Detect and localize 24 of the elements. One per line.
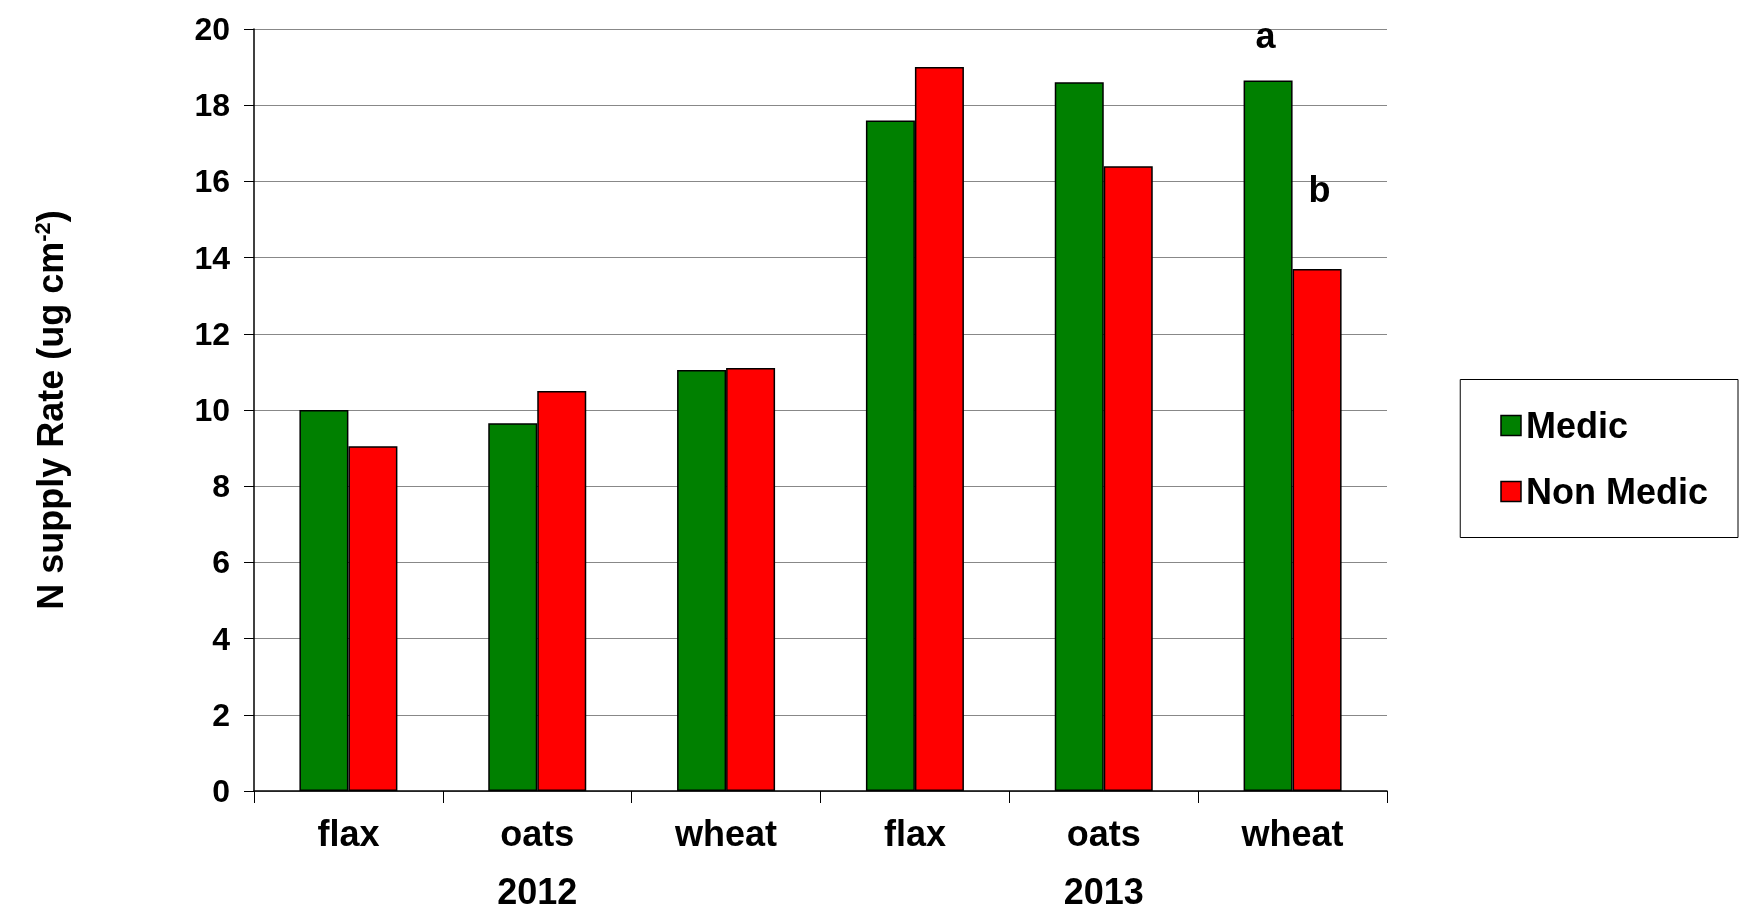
x-tick-label: flax [317, 812, 380, 854]
legend-label: Non Medic [1526, 471, 1709, 512]
y-tick-label: 4 [212, 620, 231, 657]
annotation: a [1255, 14, 1277, 56]
y-axis-title: N supply Rate (ug cm-2) [29, 210, 71, 610]
text: 2012 [497, 870, 578, 912]
y-tick-label: 10 [194, 392, 230, 428]
annotation: b [1308, 168, 1331, 210]
y-tick-label: 14 [194, 239, 231, 276]
legend-label: Medic [1526, 405, 1629, 446]
x-tick-label: wheat [1240, 812, 1344, 854]
y-tick-label: 18 [194, 87, 230, 124]
y-tick-label: 0 [212, 773, 230, 809]
y-tick-label: 12 [194, 315, 230, 352]
x-tick-label: wheat [674, 812, 778, 854]
x-tick-label: oats [500, 812, 575, 854]
y-tick-label: 20 [194, 11, 230, 47]
x-tick-label: flax [883, 812, 946, 854]
text: 2013 [1063, 870, 1144, 912]
y-tick-label: 2 [212, 696, 230, 733]
y-tick-label: 6 [212, 544, 230, 581]
y-tick-label: 8 [212, 468, 230, 505]
y-tick-label: 16 [194, 163, 230, 200]
x-tick-label: oats [1066, 812, 1141, 854]
